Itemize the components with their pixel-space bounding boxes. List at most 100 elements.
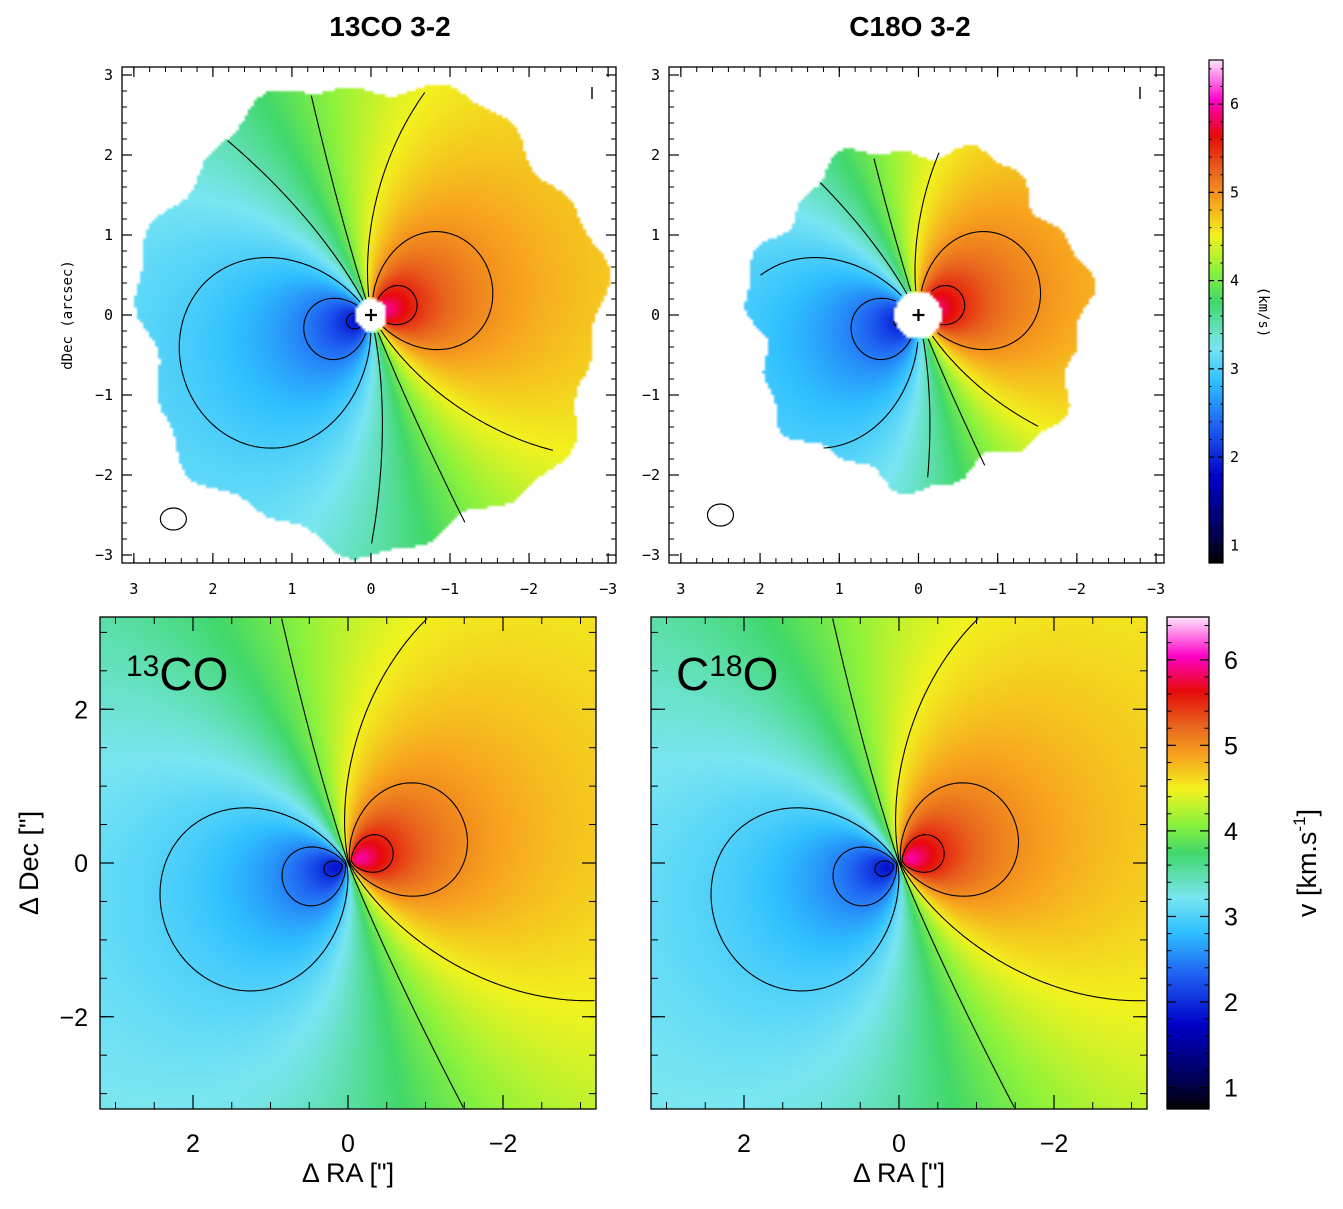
colorbar-top: 1 2 3 4 5 6 (km/s): [1208, 59, 1271, 564]
xlabel-bottom-left: Δ RA ["]: [302, 1158, 394, 1188]
colorbar-bottom-frame: [1166, 616, 1210, 1110]
x-tick-label: 3: [676, 580, 685, 598]
contours-c18o: [760, 152, 1042, 478]
x-tick-label: 2: [208, 580, 217, 598]
contour-level-6: [914, 152, 1039, 427]
colorbar-tick-label: 4: [1224, 818, 1238, 846]
contour-level-8: [377, 284, 418, 326]
title-13co: 13CO 3-2: [329, 11, 450, 42]
contour-level-4: [820, 182, 931, 478]
x-tick-label: −2: [520, 580, 538, 598]
panel-bottom-left: 2 0 −2 −2 0 2 13CO Δ RA ["] Δ Dec ["]: [14, 616, 597, 1188]
contour-level-7: [920, 231, 1042, 351]
y-tick-label: −3: [642, 546, 660, 564]
x-tick-label: −1: [441, 580, 459, 598]
contour-level-4: [159, 807, 349, 992]
ylabel-bottom: Δ Dec ["]: [14, 811, 44, 915]
panel-bottom-right: 2 0 −2 C18O Δ RA ["]: [650, 616, 1148, 1188]
contour-level-2: [303, 297, 367, 361]
colorbar-bottom-label-end: ]: [1292, 809, 1322, 817]
contour-level-5: [281, 618, 464, 1108]
model-contours-13co: [159, 618, 595, 1108]
colorbar-tick-label: 3: [1230, 360, 1239, 378]
colorbar-tick-label: 1: [1230, 536, 1239, 554]
x-tick-label: −2: [1040, 1130, 1069, 1158]
beam-ellipse: [159, 507, 187, 531]
x-tick-label: 0: [366, 580, 375, 598]
contour-level-1: [893, 320, 896, 327]
colorbar-tick-label: 2: [1224, 989, 1238, 1017]
contour-level-4: [227, 140, 383, 544]
y-tick-label: 1: [104, 226, 113, 244]
contour-level-5: [310, 95, 466, 523]
contour-level-7: [901, 834, 945, 873]
xlabel-bottom-right: Δ RA ["]: [853, 1158, 945, 1188]
colorbar-bottom-label-sup: -1: [1290, 816, 1309, 831]
y-tick-label: 1: [651, 226, 660, 244]
ylabel-top: dDec (arcsec): [60, 260, 76, 370]
colorbar-tick-label: 6: [1230, 95, 1239, 113]
panel-label-c18o-main: O: [743, 648, 779, 700]
contour-level-3: [178, 257, 372, 449]
colorbar-tick-label: 4: [1230, 272, 1239, 290]
colorbar-tick-label: 2: [1230, 448, 1239, 466]
panel-label-c18o-pre: C: [676, 648, 709, 700]
y-tick-label: 0: [651, 306, 660, 324]
panel-top-left: 3 2 1 0 −1 −2 −3 −3 −2 −1 0 1 2 3 dDec (arcsec): [60, 66, 617, 598]
contour-level-3: [281, 846, 347, 907]
x-tick-label: −2: [489, 1130, 518, 1158]
contour-level-5: [873, 158, 986, 466]
x-tick-label: 3: [129, 580, 138, 598]
y-tick-label: 2: [104, 146, 113, 164]
colorbar-bottom-ticks: 1 2 3 4 5 6: [1167, 625, 1238, 1106]
y-tick-label: −2: [95, 466, 113, 484]
y-tick-label: 3: [104, 66, 113, 84]
contour-level-3: [710, 807, 900, 992]
ticks-top-left: 3 2 1 0 −1 −2 −3 −3 −2 −1 0 1 2 3: [95, 66, 617, 598]
contour-level-7: [348, 782, 469, 897]
model-contours-c18o: [710, 618, 1146, 1108]
contour-level-1: [345, 312, 361, 330]
contour-level-2: [323, 860, 343, 877]
contour-level-6: [366, 92, 553, 451]
panel-label-c18o-sup: 18: [709, 650, 742, 683]
ticks-top-right: 3 2 1 0 −1 −2 −3 −3 −2 −1 0 1 2 3: [642, 66, 1165, 598]
star-marker: [912, 309, 925, 321]
y-tick-label: −2: [642, 466, 660, 484]
contour-level-1: [874, 860, 894, 877]
colorbar-bottom: 1 2 3 4 5 6 v [km.s-1]: [1166, 616, 1322, 1110]
overlay-13co: [159, 87, 593, 531]
x-tick-label: 1: [835, 580, 844, 598]
y-tick-label: 0: [104, 306, 113, 324]
panel-label-13co-main: CO: [159, 648, 228, 700]
y-tick-label: −3: [95, 546, 113, 564]
x-tick-label: −1: [989, 580, 1007, 598]
panel-label-13co-sup: 13: [126, 650, 159, 683]
y-tick-label: −2: [59, 1004, 88, 1032]
colorbar-bottom-gradient: [1167, 617, 1209, 1109]
y-tick-label: 3: [651, 66, 660, 84]
colorbar-tick-label: 5: [1224, 732, 1238, 760]
colorbar-tick-label: 1: [1224, 1075, 1238, 1103]
beam-ellipse: [706, 503, 735, 527]
ticks-bottom-right: 2 0 −2: [651, 617, 1147, 1158]
y-tick-label: 0: [74, 850, 88, 878]
x-tick-label: −3: [1147, 580, 1165, 598]
star-marker: [364, 309, 377, 321]
x-tick-label: 0: [892, 1130, 906, 1158]
colorbar-top-ticks: 1 2 3 4 5 6: [1209, 68, 1239, 564]
panel-label-13co: 13CO: [126, 648, 228, 700]
colorbar-bottom-label-main: v [km.s: [1292, 832, 1322, 918]
panel-label-c18o: C18O: [676, 648, 778, 700]
contours-13co: [178, 92, 553, 544]
title-c18o: C18O 3-2: [849, 11, 970, 42]
y-tick-label: −1: [642, 386, 660, 404]
overlay-c18o: [706, 87, 1141, 527]
colorbar-tick-label: 5: [1230, 183, 1239, 201]
x-tick-label: 0: [914, 580, 923, 598]
contour-level-6: [899, 782, 1020, 897]
x-tick-label: 2: [737, 1130, 751, 1158]
contour-level-4: [832, 618, 1015, 1108]
contour-level-7: [372, 231, 494, 351]
